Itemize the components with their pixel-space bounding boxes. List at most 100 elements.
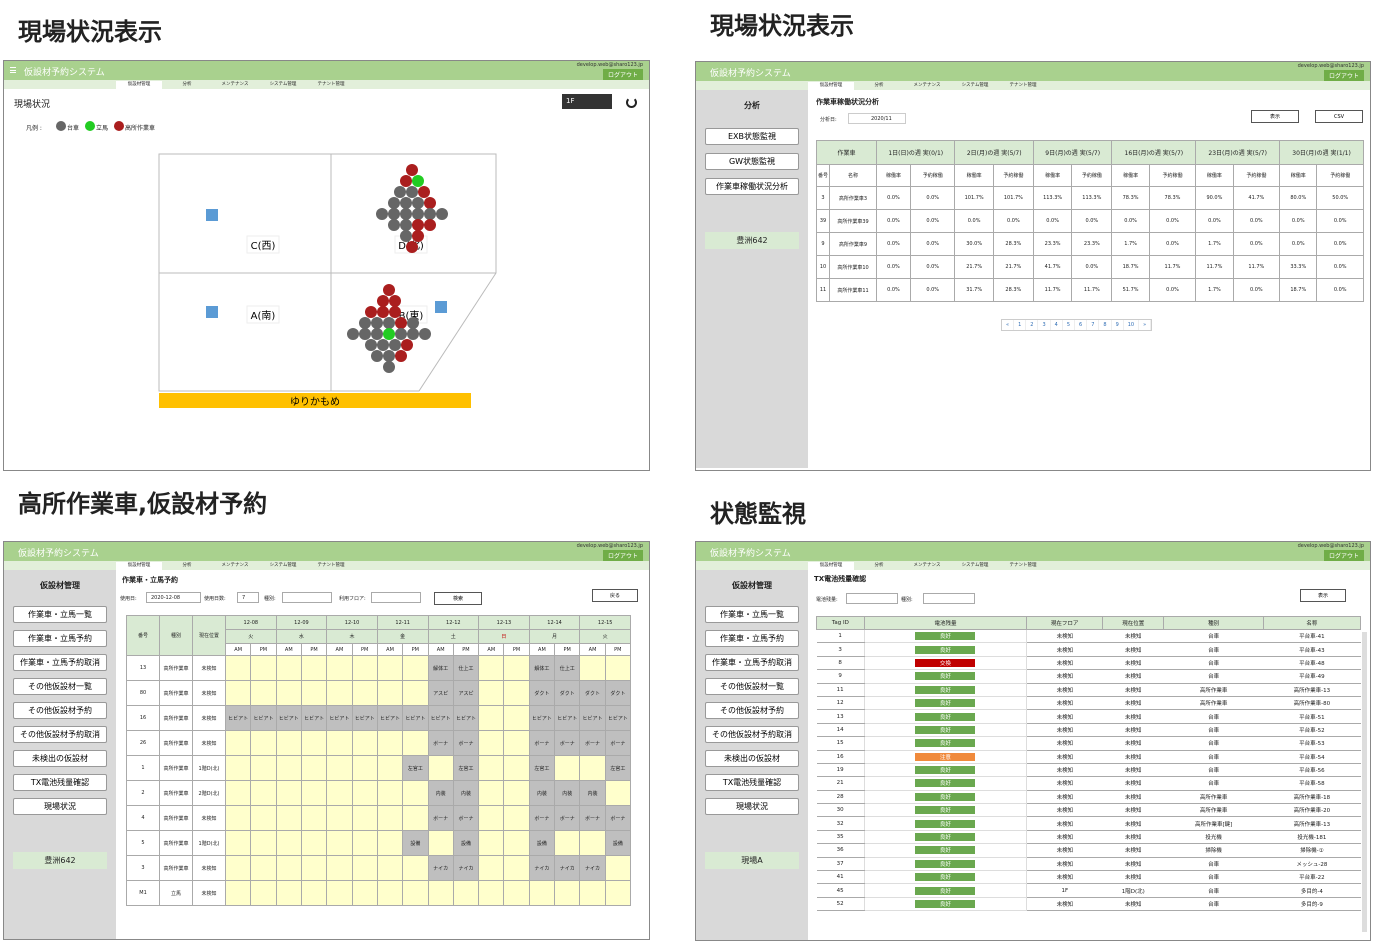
free-slot[interactable]	[224, 680, 252, 706]
free-slot[interactable]	[503, 680, 530, 706]
menu-button[interactable]: GW状態監視	[705, 153, 799, 170]
free-slot[interactable]	[402, 855, 429, 881]
free-slot[interactable]	[402, 730, 429, 756]
free-slot[interactable]	[224, 730, 252, 756]
booked-slot[interactable]: 内装	[528, 780, 556, 806]
free-slot[interactable]	[604, 780, 632, 806]
free-slot[interactable]	[427, 830, 454, 856]
menu-button[interactable]: 作業車稼働状況分析	[705, 178, 799, 195]
booked-slot[interactable]: 内装	[579, 780, 606, 806]
free-slot[interactable]	[275, 830, 302, 856]
free-slot[interactable]	[503, 805, 530, 831]
free-slot[interactable]	[224, 880, 252, 906]
logout-button[interactable]: ログアウト	[602, 550, 643, 561]
booked-slot[interactable]: 左官工	[604, 755, 632, 781]
free-slot[interactable]	[300, 830, 328, 856]
show-button[interactable]: 表示	[1300, 589, 1346, 602]
menu-button[interactable]: その他仮設材予約取消	[705, 726, 799, 743]
page-link[interactable]: 3	[1038, 320, 1051, 330]
booked-slot[interactable]: ボーナ	[554, 730, 581, 756]
filter-input[interactable]: 7	[237, 592, 259, 603]
booked-slot[interactable]: ヒビアト	[250, 705, 277, 731]
page-link[interactable]: 5	[1063, 320, 1075, 330]
free-slot[interactable]	[326, 855, 353, 881]
booked-slot[interactable]: 解体工	[427, 655, 454, 681]
free-slot[interactable]	[250, 655, 277, 681]
booked-slot[interactable]: 設備	[402, 830, 429, 856]
free-slot[interactable]	[376, 855, 404, 881]
booked-slot[interactable]: ヒビアト	[427, 705, 454, 731]
filter-select[interactable]	[846, 593, 898, 604]
date-input[interactable]: 2020/11	[848, 113, 906, 124]
booked-slot[interactable]: ヒビアト	[224, 705, 252, 731]
free-slot[interactable]	[275, 655, 302, 681]
free-slot[interactable]	[452, 880, 480, 906]
menu-button[interactable]: 未検出の仮設材	[705, 750, 799, 767]
booked-slot[interactable]: ヒビアト	[326, 705, 353, 731]
logout-button[interactable]: ログアウト	[1323, 70, 1364, 81]
free-slot[interactable]	[250, 780, 277, 806]
booked-slot[interactable]: ナイカ	[579, 855, 606, 881]
free-slot[interactable]	[326, 755, 353, 781]
menu-button[interactable]: 現場状況	[705, 798, 799, 815]
free-slot[interactable]	[326, 805, 353, 831]
booked-slot[interactable]: 内装	[554, 780, 581, 806]
booked-slot[interactable]: 仕上工	[452, 655, 480, 681]
nav-tab[interactable]: 分析	[182, 563, 192, 568]
free-slot[interactable]	[402, 680, 429, 706]
free-slot[interactable]	[402, 880, 429, 906]
free-slot[interactable]	[250, 805, 277, 831]
menu-button[interactable]: その他仮設材予約	[705, 702, 799, 719]
free-slot[interactable]	[402, 780, 429, 806]
action-button[interactable]: 表示	[1251, 110, 1299, 123]
free-slot[interactable]	[300, 805, 328, 831]
free-slot[interactable]	[604, 855, 632, 881]
booked-slot[interactable]: 左官工	[452, 755, 480, 781]
booked-slot[interactable]: 設備	[604, 830, 632, 856]
free-slot[interactable]	[300, 755, 328, 781]
nav-tab[interactable]: テナント管理	[317, 82, 345, 87]
free-slot[interactable]	[503, 780, 530, 806]
free-slot[interactable]	[250, 880, 277, 906]
free-slot[interactable]	[351, 680, 378, 706]
nav-tab[interactable]: システム管理	[269, 563, 297, 568]
free-slot[interactable]	[554, 755, 581, 781]
free-slot[interactable]	[224, 755, 252, 781]
floor-select[interactable]: 1F	[562, 94, 612, 109]
booked-slot[interactable]: ボーナ	[579, 730, 606, 756]
booked-slot[interactable]: 内装	[452, 780, 480, 806]
booked-slot[interactable]: 設備	[452, 830, 480, 856]
booked-slot[interactable]: ボーナ	[604, 805, 632, 831]
free-slot[interactable]	[503, 755, 530, 781]
free-slot[interactable]	[478, 855, 505, 881]
nav-tab[interactable]: メンテナンス	[221, 82, 249, 87]
free-slot[interactable]	[478, 880, 505, 906]
menu-button[interactable]: 作業車・立馬一覧	[705, 606, 799, 623]
free-slot[interactable]	[275, 755, 302, 781]
free-slot[interactable]	[300, 880, 328, 906]
free-slot[interactable]	[250, 855, 277, 881]
free-slot[interactable]	[250, 755, 277, 781]
booked-slot[interactable]: ダクト	[579, 680, 606, 706]
free-slot[interactable]	[275, 855, 302, 881]
booked-slot[interactable]: アスピ	[452, 680, 480, 706]
free-slot[interactable]	[579, 655, 606, 681]
page-link[interactable]: »	[1139, 320, 1152, 330]
free-slot[interactable]	[351, 855, 378, 881]
nav-tab[interactable]: メンテナンス	[913, 563, 941, 568]
booked-slot[interactable]: ボーナ	[604, 730, 632, 756]
free-slot[interactable]	[250, 730, 277, 756]
booked-slot[interactable]: ヒビアト	[402, 705, 429, 731]
free-slot[interactable]	[579, 755, 606, 781]
free-slot[interactable]	[326, 680, 353, 706]
free-slot[interactable]	[503, 880, 530, 906]
free-slot[interactable]	[528, 880, 556, 906]
free-slot[interactable]	[503, 655, 530, 681]
free-slot[interactable]	[478, 780, 505, 806]
menu-button[interactable]: TX電池残量確認	[705, 774, 799, 791]
free-slot[interactable]	[503, 830, 530, 856]
booked-slot[interactable]: ヒビアト	[528, 705, 556, 731]
free-slot[interactable]	[275, 780, 302, 806]
free-slot[interactable]	[402, 655, 429, 681]
page-link[interactable]: «	[1002, 320, 1015, 330]
